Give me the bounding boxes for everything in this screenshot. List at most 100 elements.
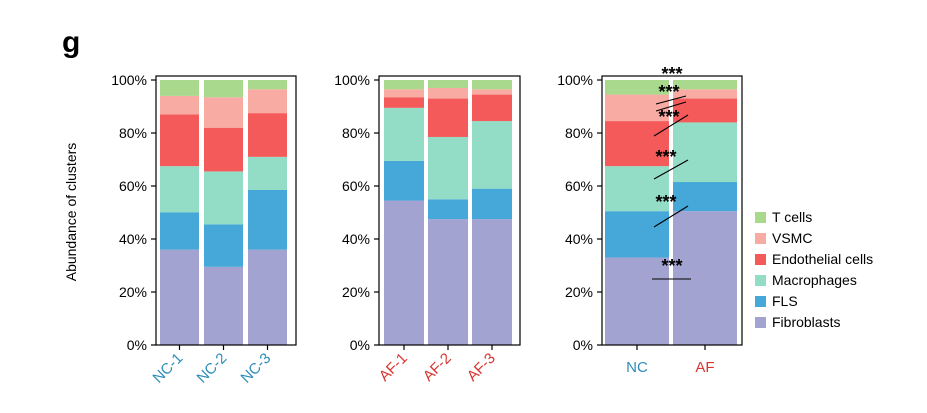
significance-annotation: *** xyxy=(658,82,679,102)
bar-segment-fibroblasts xyxy=(248,249,287,345)
y-tick-label: 20% xyxy=(119,284,147,300)
significance-line xyxy=(653,114,689,137)
bar-segment-macrophages xyxy=(428,136,468,200)
y-tick-label: 60% xyxy=(342,178,370,194)
bar-segment-fls xyxy=(428,199,468,220)
bar-segment-vsmc xyxy=(472,89,512,95)
x-tick-label: AF-1 xyxy=(376,350,411,385)
legend: T cells VSMC Endothelial cells Macrophages F… xyxy=(755,209,873,330)
bar-segment-fibroblasts xyxy=(472,219,512,345)
y-tick-label: 40% xyxy=(565,231,593,247)
bar-segment-endothelial-cells xyxy=(384,97,424,108)
legend-swatch xyxy=(755,254,766,265)
bar-segment-t-cells xyxy=(248,80,287,90)
bar-segment-fibroblasts xyxy=(384,200,424,345)
bar-segment-macrophages xyxy=(472,121,512,189)
legend-swatch xyxy=(755,296,766,307)
bar-segment-endothelial-cells xyxy=(605,121,669,167)
bar-segment-t-cells xyxy=(160,80,199,96)
bar-segment-macrophages xyxy=(248,156,287,190)
y-tick-label: 80% xyxy=(565,125,593,141)
bar-segment-fibroblasts xyxy=(160,249,199,345)
y-tick-label: 80% xyxy=(342,125,370,141)
bar-segment-vsmc xyxy=(384,89,424,98)
y-tick-label: 0% xyxy=(127,337,147,353)
x-tick-label: NC xyxy=(626,359,648,376)
bar-segment-macrophages xyxy=(384,107,424,161)
y-axis-label: Abundance of clusters xyxy=(63,143,79,282)
plot-frame xyxy=(155,75,297,346)
bar-segment-fls xyxy=(472,188,512,220)
legend-swatch xyxy=(755,212,766,223)
x-tick-label: AF-2 xyxy=(420,350,455,385)
legend-label: FLS xyxy=(772,293,798,309)
x-tick-label: NC-3 xyxy=(238,350,275,387)
y-tick-label: 40% xyxy=(342,231,370,247)
y-tick-label: 100% xyxy=(111,72,147,88)
legend-swatch xyxy=(755,317,766,328)
bar-segment-t-cells xyxy=(204,80,243,98)
bar-segment-fls xyxy=(204,224,243,267)
y-tick-label: 80% xyxy=(119,125,147,141)
bar-segment-fibroblasts xyxy=(605,257,669,345)
significance-line xyxy=(653,159,689,180)
significance-line xyxy=(655,101,687,112)
legend-label: Endothelial cells xyxy=(772,251,873,267)
y-tick-label: 100% xyxy=(557,72,593,88)
bar-segment-fibroblasts xyxy=(428,219,468,345)
chart-panel-3: 0%20%40%60%80%100%NC AF****************** xyxy=(557,64,743,376)
bar-segment-vsmc xyxy=(204,97,243,128)
bar-segment-macrophages xyxy=(160,166,199,213)
x-tick-label: AF xyxy=(695,359,714,376)
legend-label: VSMC xyxy=(772,230,812,246)
bar-segment-fls xyxy=(673,182,737,212)
bar-segment-macrophages xyxy=(673,122,737,183)
legend-label: T cells xyxy=(772,209,812,225)
y-tick-label: 60% xyxy=(565,178,593,194)
plot-frame xyxy=(378,75,521,346)
bar-segment-fls xyxy=(605,211,669,258)
y-tick-label: 60% xyxy=(119,178,147,194)
y-tick-label: 40% xyxy=(119,231,147,247)
bar-segment-t-cells xyxy=(428,80,468,88)
significance-annotation: *** xyxy=(661,64,682,84)
bar-segment-vsmc xyxy=(673,89,737,99)
bar-segment-endothelial-cells xyxy=(204,127,243,172)
x-tick-label: AF-3 xyxy=(464,350,499,385)
bar-segment-vsmc xyxy=(248,89,287,114)
y-tick-label: 0% xyxy=(573,337,593,353)
bar-segment-t-cells xyxy=(472,80,512,90)
y-tick-label: 100% xyxy=(334,72,370,88)
y-tick-label: 20% xyxy=(342,284,370,300)
significance-annotation: *** xyxy=(655,192,676,212)
bar-segment-fibroblasts xyxy=(204,266,243,345)
bar-segment-vsmc xyxy=(428,87,468,99)
x-tick-label: NC-2 xyxy=(194,350,231,387)
chart-panel-2: 0% 20% 40% 60% 80% 100% AF-1 AF-2 AF-3 xyxy=(334,72,521,385)
significance-line xyxy=(653,205,689,228)
bar-segment-endothelial-cells xyxy=(428,98,468,137)
bar-segment-vsmc xyxy=(605,94,669,122)
bar-segment-endothelial-cells xyxy=(472,94,512,122)
bar-segment-t-cells xyxy=(384,80,424,90)
legend-label: Macrophages xyxy=(772,272,857,288)
bar-segment-fibroblasts xyxy=(673,211,737,345)
bar-segment-vsmc xyxy=(160,95,199,115)
bar-segment-fls xyxy=(160,212,199,250)
legend-swatch xyxy=(755,233,766,244)
bar-segment-endothelial-cells xyxy=(248,113,287,157)
bar-segment-t-cells xyxy=(605,80,669,95)
legend-label: Fibroblasts xyxy=(772,314,840,330)
bar-segment-macrophages xyxy=(605,166,669,212)
legend-swatch xyxy=(755,275,766,286)
significance-annotation: *** xyxy=(658,107,679,127)
chart-panel-1: 0% 20% 40% 60% 80% 100% NC-1 NC-2 NC-3 Abundance … xyxy=(63,72,297,387)
bar-segment-endothelial-cells xyxy=(673,98,737,123)
bar-segment-fls xyxy=(384,160,424,201)
bar-segment-endothelial-cells xyxy=(160,114,199,167)
significance-line xyxy=(655,95,687,105)
bar-segment-macrophages xyxy=(204,171,243,225)
panel-label: g xyxy=(62,26,81,59)
plot-frame xyxy=(601,75,743,346)
